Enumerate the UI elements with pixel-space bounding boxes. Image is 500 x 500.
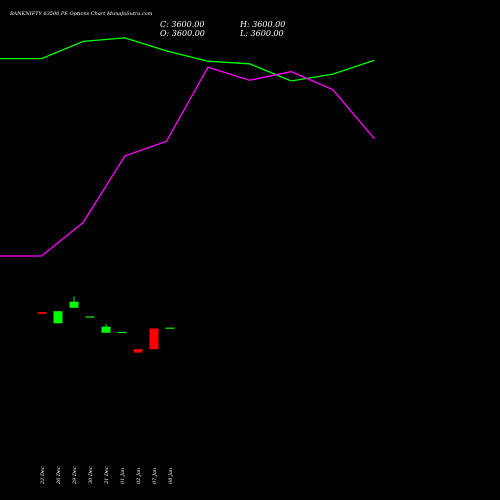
candle-body: [85, 316, 95, 318]
candle-body: [101, 326, 111, 333]
candle-body: [53, 311, 63, 324]
high-label: H: 3600.00: [240, 20, 286, 29]
candle-body: [165, 327, 175, 329]
ohlc-readout: C: 3600.00 H: 3600.00 O: 3600.00 L: 3600.0…: [160, 20, 285, 38]
date-label: 29 Dec: [72, 466, 78, 485]
candle-body: [149, 328, 159, 350]
date-label: 01 Jan: [120, 468, 126, 484]
indicator-lines: [0, 37, 375, 257]
candles: [37, 296, 175, 353]
date-label: 31 Dec: [104, 466, 110, 484]
date-labels: 22 Dec 26 Dec 29 Dec 30 Dec 31 Dec 01 Jan 02 J…: [40, 466, 174, 485]
candle-body: [133, 349, 143, 353]
candle-body: [117, 331, 127, 334]
indicator-line-1: [0, 37, 375, 82]
chart-title: BANKNIFTY 63500 PE Options Chart MunafaS…: [10, 11, 153, 17]
date-label: 26 Dec: [56, 466, 62, 485]
candle-body: [69, 301, 79, 308]
indicator-line-2: [0, 66, 375, 257]
date-label: 02 Jan: [136, 468, 142, 484]
date-label: 30 Dec: [88, 466, 94, 484]
low-label: L: 3600.00: [240, 29, 284, 38]
open-label: O: 3600.00: [160, 29, 205, 38]
candle-body: [37, 312, 47, 314]
date-label: 08 Jan: [168, 468, 174, 484]
date-label: 22 Dec: [40, 466, 46, 485]
close-label: C: 3600.00: [160, 20, 205, 29]
date-label: 07 Jan: [152, 468, 158, 484]
